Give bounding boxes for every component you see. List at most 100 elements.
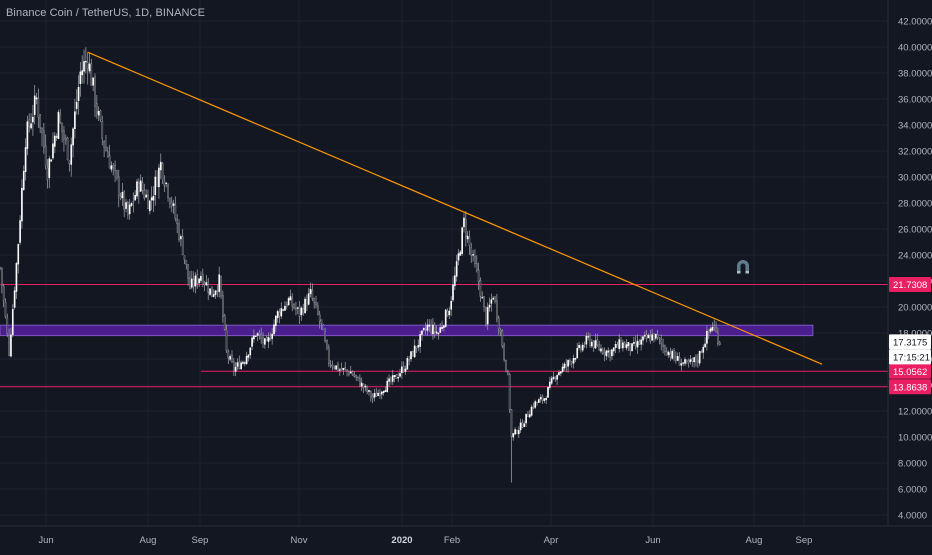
candle-body bbox=[426, 324, 429, 331]
candle-body bbox=[275, 315, 277, 327]
candle-body bbox=[665, 351, 668, 356]
candle-body bbox=[2, 285, 5, 301]
candle-body bbox=[326, 339, 328, 349]
candle-body bbox=[355, 375, 358, 378]
candle-body bbox=[17, 244, 20, 265]
candle-body bbox=[185, 260, 188, 265]
candle-body bbox=[525, 413, 527, 424]
y-tick-label: 18.0000 bbox=[898, 329, 932, 340]
candle-body bbox=[717, 332, 719, 344]
candle-body bbox=[583, 345, 586, 347]
candle-body bbox=[669, 353, 672, 358]
candle-body bbox=[422, 328, 425, 331]
candle-body bbox=[620, 340, 622, 348]
candle-body bbox=[176, 218, 179, 225]
candle-body bbox=[21, 187, 23, 222]
candle-body bbox=[417, 344, 420, 348]
y-tick-label: 34.0000 bbox=[898, 121, 932, 132]
price-label-box bbox=[889, 363, 931, 379]
candle-body bbox=[143, 190, 146, 199]
candle-body bbox=[262, 337, 264, 344]
candle-body bbox=[485, 307, 487, 325]
candle-body bbox=[591, 341, 593, 347]
candle-body bbox=[433, 324, 436, 333]
candle-body bbox=[222, 295, 224, 317]
candle-body bbox=[74, 111, 76, 129]
candle-body bbox=[167, 184, 169, 198]
magnet-icon[interactable] bbox=[737, 260, 749, 274]
candle-body bbox=[532, 405, 535, 408]
candle-body bbox=[128, 204, 131, 215]
candle-body bbox=[282, 309, 284, 311]
candle-body bbox=[689, 359, 692, 362]
candle-body bbox=[534, 401, 537, 408]
candle-body bbox=[523, 423, 526, 428]
candle-body bbox=[39, 114, 42, 129]
candle-body bbox=[156, 177, 158, 187]
candle-body bbox=[675, 356, 677, 361]
candle-body bbox=[187, 264, 189, 279]
candle-body bbox=[280, 308, 283, 317]
candle-body bbox=[200, 275, 202, 281]
trendline[interactable] bbox=[87, 51, 823, 365]
candle-body bbox=[558, 372, 560, 375]
candle-body bbox=[474, 256, 476, 264]
candle-body bbox=[169, 198, 171, 204]
candle-body bbox=[33, 95, 36, 116]
candle-body bbox=[232, 361, 235, 372]
candle-body bbox=[52, 143, 54, 159]
candle-body bbox=[698, 350, 701, 364]
candle-body bbox=[26, 121, 29, 149]
candle-body bbox=[561, 366, 564, 372]
candle-body bbox=[139, 180, 142, 192]
candle-body bbox=[101, 121, 104, 139]
candle-body bbox=[596, 339, 599, 346]
candle-body bbox=[97, 110, 100, 116]
candle-body bbox=[127, 201, 129, 216]
candle-body bbox=[138, 182, 140, 193]
candle-body bbox=[364, 385, 367, 388]
price-label: 21.7308 bbox=[893, 280, 927, 291]
candle-body bbox=[567, 360, 569, 367]
candle-body bbox=[53, 135, 56, 147]
magnet-tip-right bbox=[745, 271, 749, 274]
candle-body bbox=[479, 280, 482, 297]
candle-body bbox=[382, 391, 385, 393]
candle-body bbox=[150, 197, 153, 201]
candle-body bbox=[346, 369, 348, 372]
candle-body bbox=[19, 220, 21, 243]
candle-body bbox=[549, 381, 551, 388]
candle-body bbox=[393, 375, 396, 378]
candle-body bbox=[399, 373, 401, 377]
candle-body bbox=[633, 342, 635, 344]
candle-body bbox=[547, 386, 549, 398]
candle-body bbox=[516, 429, 518, 434]
candle-body bbox=[468, 237, 471, 246]
magnet-icon-shape[interactable] bbox=[737, 260, 749, 273]
candle-body bbox=[640, 339, 642, 345]
candle-body bbox=[284, 305, 286, 311]
candle-body bbox=[243, 362, 246, 364]
candle-body bbox=[48, 158, 51, 178]
candle-body bbox=[375, 393, 378, 398]
candle-body bbox=[428, 324, 431, 327]
candle-body bbox=[680, 363, 683, 366]
candle-body bbox=[216, 290, 219, 292]
candle-body bbox=[298, 305, 301, 317]
candle-body bbox=[676, 356, 679, 361]
candle-body bbox=[189, 277, 191, 289]
candle-body bbox=[260, 333, 263, 339]
horizontal-lines bbox=[0, 283, 888, 388]
candle-body bbox=[623, 342, 626, 348]
candle-body bbox=[472, 254, 474, 256]
candle-body bbox=[333, 367, 336, 369]
candle-body bbox=[432, 324, 434, 335]
candle-body bbox=[545, 397, 547, 401]
candle-body bbox=[481, 297, 484, 299]
resistance-zone[interactable] bbox=[0, 324, 814, 337]
candle-body bbox=[229, 356, 231, 360]
candle-body bbox=[404, 368, 407, 372]
candle-body bbox=[64, 137, 67, 141]
